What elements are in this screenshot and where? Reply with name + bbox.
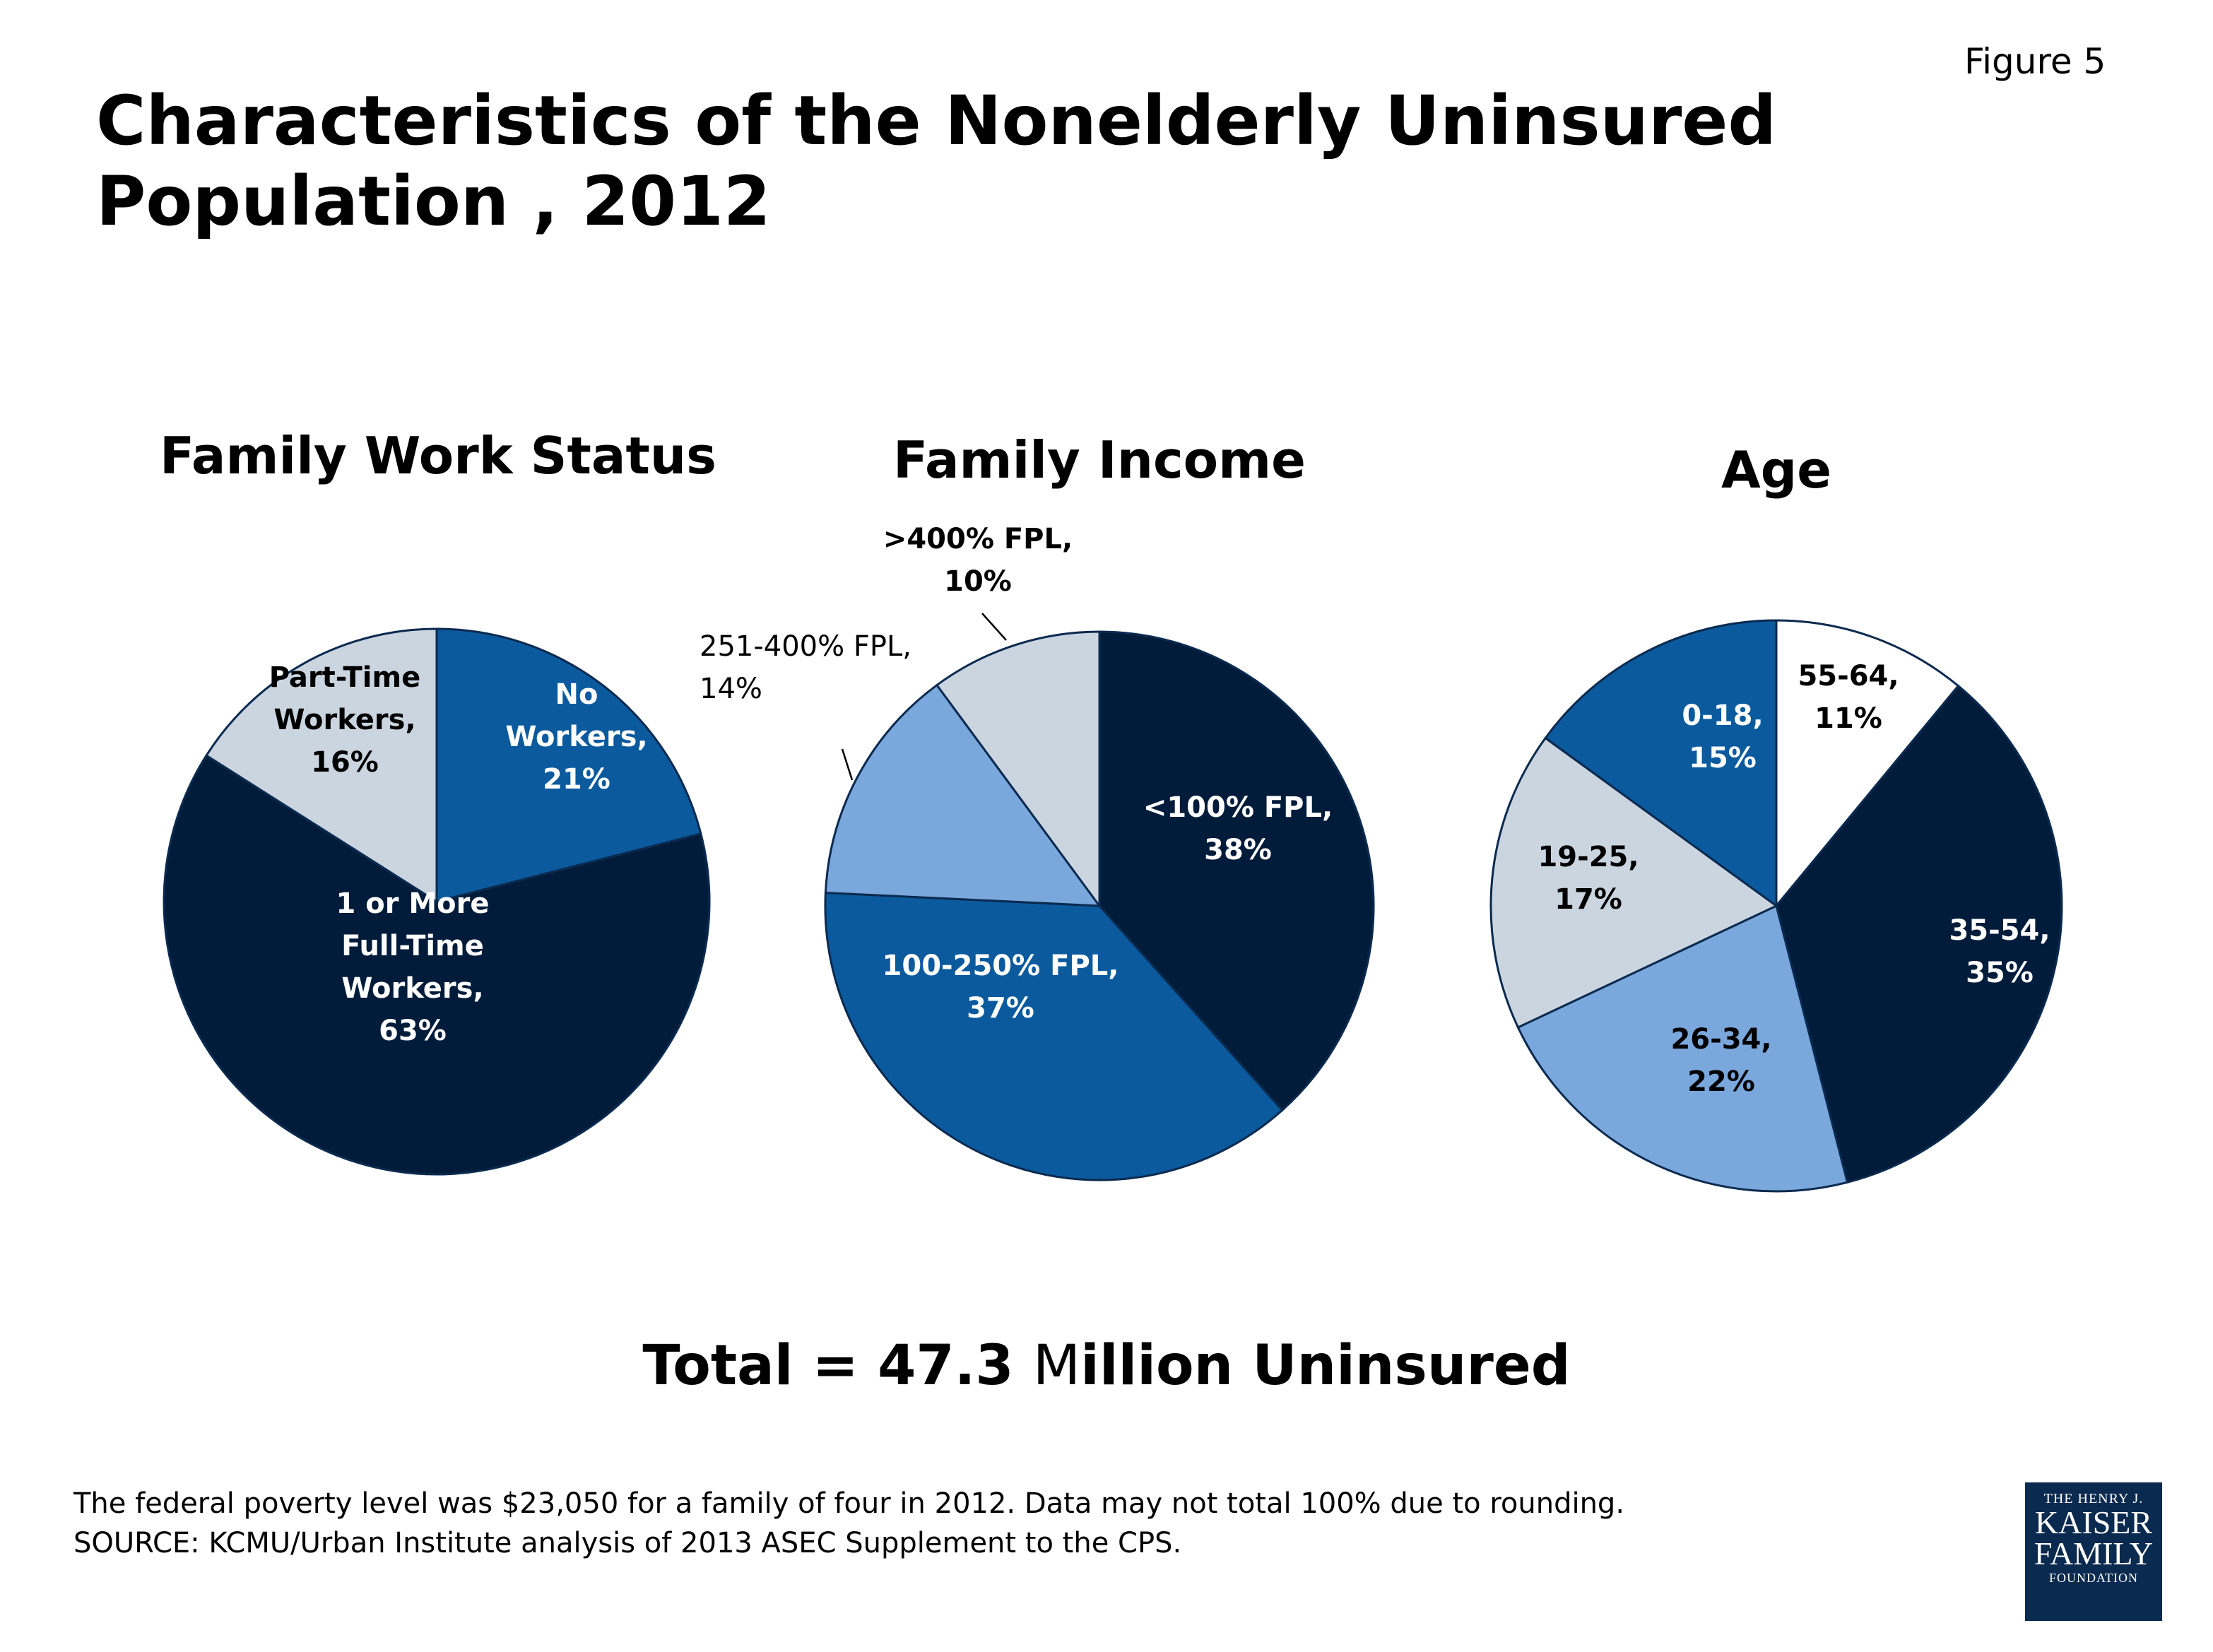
chart-title: Family Work Status — [160, 426, 716, 485]
slice-label-line: 37% — [967, 992, 1034, 1025]
slice-label: >400% FPL, 10% — [883, 523, 1073, 598]
slice-label-line: Workers, — [273, 704, 415, 736]
slice-label-line: 35-54, — [1949, 914, 2050, 947]
footnote: The federal poverty level was $23,050 fo… — [73, 1484, 1624, 1563]
slice-label-line: 38% — [1204, 834, 1272, 866]
footnote-line-1: The federal poverty level was $23,050 fo… — [73, 1487, 1625, 1520]
slice-label-line: 100-250% FPL, — [883, 950, 1119, 982]
slice-label: <100% FPL, 38% — [1143, 791, 1333, 866]
slice-label: No Workers, 21% — [505, 678, 647, 796]
slice-label: 55-64, 11% — [1798, 660, 1899, 735]
pie-slice-no-workers-21 — [435, 627, 702, 903]
slice-label-line: Full-Time — [341, 930, 484, 962]
leader-line — [841, 748, 854, 781]
slice-label-line: 15% — [1689, 742, 1757, 774]
slice-label-line: 251-400% FPL, — [700, 630, 911, 663]
pie-chart-family-work-status: Family Work Status No Workers, 21% 1 or More… — [160, 426, 716, 1176]
pie-slice-26-34-22 — [1516, 904, 1849, 1193]
chart-title: Family Income — [893, 430, 1306, 490]
pie-chart-family-income: Family Income <100% FPL, 38% 100-250% FPL, 3… — [700, 430, 1375, 1181]
pie-slice-400-fpl-10 — [935, 630, 1101, 909]
slice-label: 26-34, 22% — [1670, 1023, 1771, 1098]
logo-line-4: FOUNDATION — [2049, 1571, 2138, 1585]
slice-label-line: 10% — [944, 565, 1012, 598]
total-uninsured: Total = 47.3 Million Uninsured — [0, 1334, 2213, 1398]
slice-label-line: >400% FPL, — [883, 523, 1073, 555]
figure-label: Figure 5 — [1964, 41, 2106, 82]
pie-slice-35-54-35 — [1775, 684, 2063, 1184]
chart-title: Age — [1721, 440, 1831, 500]
slice-label-line: 19-25, — [1538, 841, 1639, 873]
page-title: Characteristics of the Nonelderly Uninsu… — [96, 81, 1777, 242]
pie-slice-1-or-more-full-time-workers-63 — [163, 754, 711, 1176]
total-suffix: illion Uninsured — [1080, 1334, 1571, 1398]
slice-label-line: 63% — [379, 1015, 447, 1047]
pie-chart-age: Age 55-64, 11% 35-54, 35% 26-34, 22% 19-25, 17% 0… — [1489, 440, 2063, 1193]
logo-line-1: THE HENRY J. — [2043, 1491, 2144, 1506]
leader-line — [981, 613, 1007, 641]
pie-slice-100-250-fpl-37 — [824, 891, 1284, 1181]
pie-slice-0-18-15 — [1544, 619, 1778, 908]
logo-line-3: FAMILY — [2034, 1535, 2154, 1571]
slice-label-line: 22% — [1687, 1066, 1755, 1098]
pie-slice-part-time-workers-16 — [205, 627, 438, 904]
slice-label: Part-Time Workers, 16% — [269, 661, 421, 779]
slice-label-line: 55-64, — [1798, 660, 1899, 692]
slice-label-line: 11% — [1814, 702, 1882, 735]
total-prefix: Total = 47.3 — [642, 1334, 1033, 1398]
slice-label-line: Workers, — [505, 721, 647, 753]
slice-label-line: 16% — [311, 746, 379, 779]
footnote-line-2: SOURCE: KCMU/Urban Institute analysis of… — [73, 1527, 1182, 1559]
pie-slice-19-25-17 — [1489, 736, 1778, 1029]
slice-label-line: <100% FPL, — [1143, 791, 1333, 824]
slice-label: 35-54, 35% — [1949, 914, 2050, 989]
slice-label-line: 17% — [1554, 883, 1622, 916]
slice-label-line: No — [555, 678, 598, 711]
logo-line-2: KAISER — [2034, 1504, 2153, 1540]
slice-label-line: 35% — [1966, 957, 2034, 989]
total-light: M — [1032, 1334, 1081, 1398]
slice-label-line: Workers, — [341, 972, 483, 1005]
slice-label: 0-18, 15% — [1682, 700, 1763, 774]
slice-label-line: 14% — [700, 673, 762, 705]
slice-label-line: Part-Time — [269, 661, 421, 694]
kff-logo: THE HENRY J. KAISER FAMILY FOUNDATION — [2025, 1482, 2162, 1621]
slice-label-line: 1 or More — [336, 887, 489, 920]
pie-slice-55-64-11 — [1775, 619, 1960, 909]
slice-label: 100-250% FPL, 37% — [883, 950, 1119, 1025]
slice-label: 1 or More Full-Time Workers, 63% — [336, 887, 489, 1047]
slice-label-line: 0-18, — [1682, 700, 1763, 732]
slice-label: 251-400% FPL, 14% — [700, 630, 911, 705]
pie-slice-100-fpl-38 — [1098, 630, 1375, 1112]
slice-label-line: 26-34, — [1670, 1023, 1771, 1056]
slice-label: 19-25, 17% — [1538, 841, 1639, 916]
slice-label-line: 21% — [543, 763, 610, 796]
pie-slice-251-400-fpl-14 — [824, 683, 1102, 907]
